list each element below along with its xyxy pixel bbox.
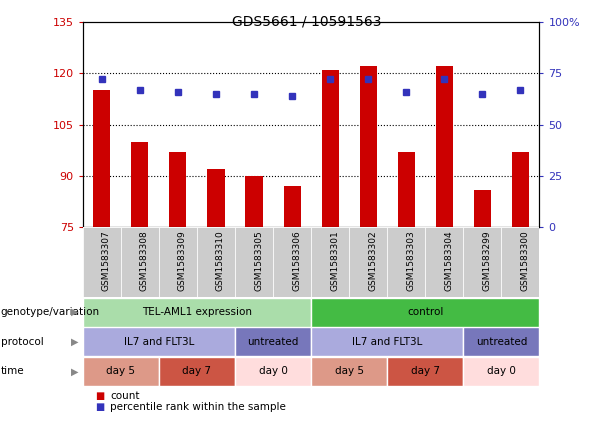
Text: day 0: day 0 xyxy=(487,366,516,376)
Text: day 7: day 7 xyxy=(411,366,440,376)
Text: TEL-AML1 expression: TEL-AML1 expression xyxy=(142,307,252,317)
Text: ■: ■ xyxy=(95,391,104,401)
Text: GSM1583303: GSM1583303 xyxy=(406,231,415,291)
Bar xyxy=(83,298,311,327)
Bar xyxy=(83,227,121,297)
Bar xyxy=(159,357,235,386)
Text: control: control xyxy=(407,307,443,317)
Bar xyxy=(501,227,539,297)
Bar xyxy=(463,327,539,356)
Text: day 5: day 5 xyxy=(335,366,364,376)
Text: GSM1583308: GSM1583308 xyxy=(140,231,149,291)
Text: GSM1583304: GSM1583304 xyxy=(444,231,453,291)
Text: day 0: day 0 xyxy=(259,366,287,376)
Bar xyxy=(311,298,539,327)
Bar xyxy=(436,66,453,227)
Bar xyxy=(474,190,491,227)
Bar xyxy=(463,227,501,297)
Text: GSM1583299: GSM1583299 xyxy=(482,231,492,291)
Text: ▶: ▶ xyxy=(71,366,78,376)
Bar xyxy=(360,66,377,227)
Text: GSM1583310: GSM1583310 xyxy=(216,231,225,291)
Text: IL7 and FLT3L: IL7 and FLT3L xyxy=(352,337,422,347)
Bar xyxy=(512,152,529,227)
Text: day 7: day 7 xyxy=(183,366,211,376)
Text: GSM1583307: GSM1583307 xyxy=(102,231,111,291)
Bar xyxy=(322,70,339,227)
Bar xyxy=(283,186,300,227)
Text: untreated: untreated xyxy=(476,337,527,347)
Bar xyxy=(235,227,273,297)
Bar xyxy=(207,169,224,227)
Bar xyxy=(387,357,463,386)
Bar xyxy=(131,142,148,227)
Bar xyxy=(245,176,262,227)
Bar xyxy=(235,357,311,386)
Bar xyxy=(349,227,387,297)
Bar xyxy=(398,152,415,227)
Text: GSM1583306: GSM1583306 xyxy=(292,231,301,291)
Bar xyxy=(425,227,463,297)
Text: ■: ■ xyxy=(95,402,104,412)
Bar xyxy=(169,152,186,227)
Bar xyxy=(159,227,197,297)
Text: genotype/variation: genotype/variation xyxy=(1,307,100,317)
Text: untreated: untreated xyxy=(248,337,299,347)
Text: IL7 and FLT3L: IL7 and FLT3L xyxy=(124,337,194,347)
Text: ▶: ▶ xyxy=(71,337,78,347)
Bar xyxy=(311,327,463,356)
Bar xyxy=(463,357,539,386)
Bar xyxy=(93,91,110,227)
Text: time: time xyxy=(1,366,25,376)
Bar xyxy=(387,227,425,297)
Text: GSM1583309: GSM1583309 xyxy=(178,231,187,291)
Text: day 5: day 5 xyxy=(106,366,135,376)
Text: GSM1583302: GSM1583302 xyxy=(368,231,377,291)
Text: GSM1583301: GSM1583301 xyxy=(330,231,339,291)
Bar xyxy=(83,357,159,386)
Bar xyxy=(197,227,235,297)
Bar xyxy=(83,327,235,356)
Bar xyxy=(121,227,159,297)
Text: GSM1583300: GSM1583300 xyxy=(520,231,530,291)
Bar xyxy=(273,227,311,297)
Text: GSM1583305: GSM1583305 xyxy=(254,231,263,291)
Text: protocol: protocol xyxy=(1,337,44,347)
Bar xyxy=(311,227,349,297)
Text: ▶: ▶ xyxy=(71,307,78,317)
Text: count: count xyxy=(110,391,140,401)
Bar xyxy=(235,327,311,356)
Text: percentile rank within the sample: percentile rank within the sample xyxy=(110,402,286,412)
Bar xyxy=(311,357,387,386)
Text: GDS5661 / 10591563: GDS5661 / 10591563 xyxy=(232,15,381,29)
